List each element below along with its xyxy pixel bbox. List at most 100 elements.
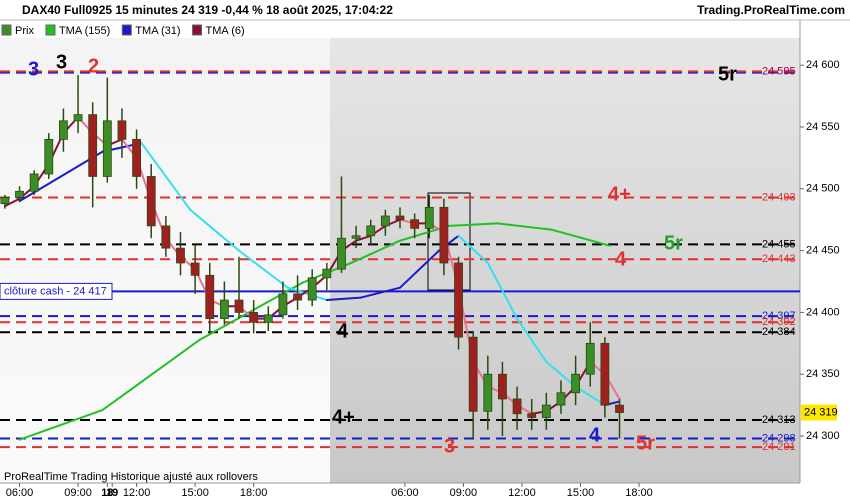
candle-body [263,314,273,323]
ma-segment [101,338,201,412]
annotation: 4+ [332,406,355,428]
y-tick-label: 24 450 [806,245,840,257]
candle-body [278,293,288,316]
footer: ProRealTime Trading Historique ajusté au… [4,471,258,483]
candle-body [234,299,244,313]
level-label: 24 397 [762,310,796,322]
candle-body [322,268,332,279]
candle-body [59,120,68,140]
candle-body [527,413,537,418]
candle-body [541,404,551,418]
ma-segment [447,222,499,227]
last-price-label: 24 319 [804,406,838,418]
ma-segment [286,286,328,302]
level-label: 24 595 [762,65,796,77]
candle-body [454,262,463,338]
candle-body [410,219,420,229]
ma-segment [355,234,372,242]
legend-label: TMA (6) [206,25,245,37]
candle-body [307,277,317,301]
annotation: 5r [718,63,737,85]
candle-body [205,274,215,319]
x-tick-label: 18:00 [240,487,268,499]
candle-body [219,299,229,319]
ma-segment [359,286,401,299]
legend-label: TMA (155) [59,25,110,37]
cash-close-label: clôture cash - 24 417 [4,285,107,297]
ma-segment [399,249,441,289]
candle-body [132,138,141,177]
annotation: 4 [337,320,349,342]
candle-body [117,120,127,140]
candle-body [176,247,185,264]
level-label: 24 493 [762,191,796,203]
level-label: 24 392 [762,316,796,328]
level-label: 24 455 [762,238,796,250]
annotation: 4 [589,424,601,446]
level-label: 24 384 [762,326,796,338]
candle-body [249,312,259,323]
level-label: 24 291 [762,441,796,453]
candle-body [380,215,390,227]
annotations: 3 3 2 5r 4+ 5r 4 4 4+ 3 4 5r [28,51,737,457]
cash-close-box [0,282,113,300]
ma-segment [486,261,519,320]
legend: Prix TMA (155) TMA (31) TMA (6) [1,24,245,37]
x-tick-label: 12:00 [508,487,536,499]
legend-swatch [121,24,132,36]
candle-body [615,404,624,413]
session-bg [330,38,800,483]
candle-body [337,237,346,270]
x-tick-label: 19 [106,487,118,499]
ma-segment [238,249,289,289]
candle-body [351,235,361,239]
candle-body [439,206,449,264]
annotation: 4+ [608,183,631,205]
candle-body [585,342,595,375]
y-tick-label: 24 350 [806,368,840,380]
candle-body [161,225,171,249]
chart-title: DAX40 Full0925 15 minutes 24 319 -0,44 %… [22,3,393,17]
ma-segment [550,228,611,247]
annotation: 5r [664,232,683,254]
x-tick-label: 06:00 [6,487,34,499]
candle-body [146,176,156,227]
annotation: 3 [56,51,67,73]
candle-body [102,120,112,177]
x-tick-label: 06:00 [391,487,419,499]
candle-body [29,173,39,192]
candle-body [73,114,83,122]
annotation: 3 [444,435,455,457]
ma-segment [457,234,489,264]
ma-segment [189,208,241,252]
y-tick-label: 24 600 [806,59,840,71]
candle-body [190,262,200,276]
level-label: 24 298 [762,432,796,444]
annotation: 4 [615,248,627,270]
x-tick-label: 18:00 [625,487,653,499]
source: Trading.ProRealTime.com [697,3,845,17]
ma-segment [199,281,304,341]
level-label: 24 313 [762,414,796,426]
y-tick-label: 24 400 [806,306,840,318]
session-bg [0,38,330,483]
y-tick-label: 24 500 [806,183,840,195]
legend-swatch [45,24,56,36]
candle-body [395,215,405,221]
legend-label: Prix [15,25,34,37]
candle-body [468,336,478,412]
ma-segment [140,142,192,211]
candle-body [15,190,24,198]
candle-body [88,114,98,177]
candle-body [556,392,566,406]
candle-body [44,138,54,175]
candle-body [293,293,302,301]
candle-body [512,398,522,415]
ma-segment [3,197,21,208]
legend-swatch [1,24,12,36]
annotation: 5r [636,432,655,454]
x-tick-label: 15:00 [181,487,209,499]
x-tick-label: 09:00 [450,487,478,499]
ma-segment [350,239,401,264]
